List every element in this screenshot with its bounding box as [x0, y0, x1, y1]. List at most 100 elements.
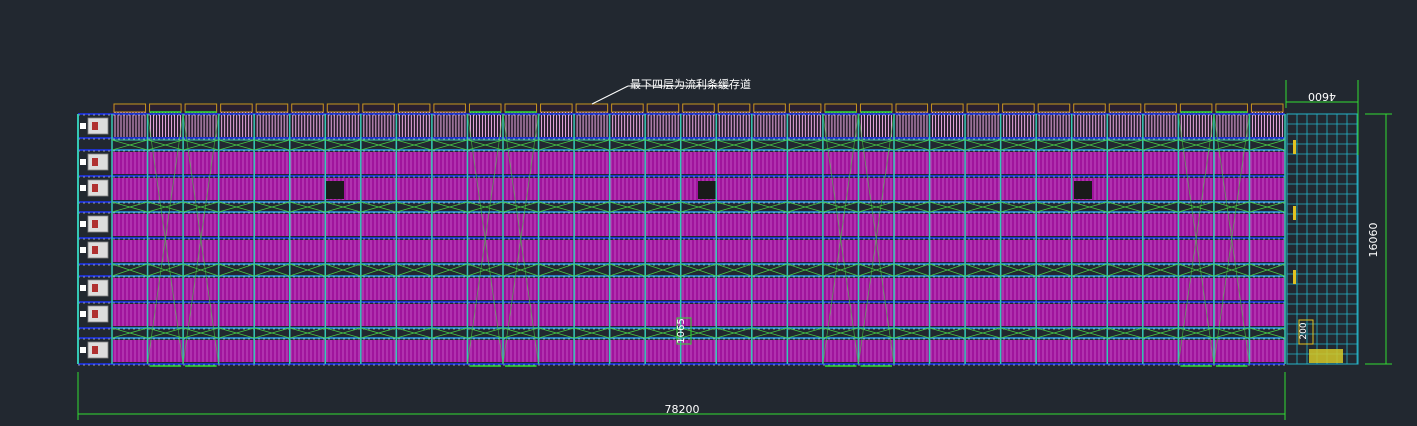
frame-brace	[218, 201, 255, 213]
dimension-lines	[77, 80, 1392, 420]
frame-brace	[680, 263, 717, 277]
loading-zone	[1309, 349, 1343, 363]
frame-brace	[502, 327, 539, 339]
frame-brace	[645, 139, 681, 151]
frame-brace	[964, 139, 1001, 151]
frame-brace	[396, 201, 433, 213]
aisle-width-dimension: 1065	[676, 318, 687, 343]
frame-brace	[1249, 263, 1286, 277]
section-width-dimension: 4600	[1308, 90, 1336, 103]
station-block	[80, 185, 86, 191]
frame-brace	[111, 263, 148, 277]
frame-brace	[467, 201, 504, 213]
rack-void	[698, 181, 716, 199]
frame-brace	[929, 201, 966, 213]
frame-brace	[182, 327, 219, 339]
frame-brace	[396, 327, 433, 339]
frame-brace	[680, 327, 717, 339]
frame-brace	[538, 327, 575, 339]
frame-brace	[893, 201, 930, 213]
station-indicator	[92, 346, 98, 354]
frame-brace	[111, 201, 148, 213]
station-block	[80, 347, 86, 353]
frame-brace	[787, 263, 824, 277]
frame-brace	[254, 263, 290, 277]
frame-brace	[182, 139, 219, 151]
flow-lane-annotation: 最下四层为流利条缓存道	[630, 77, 751, 91]
frame-brace	[325, 263, 361, 277]
frame-brace	[858, 327, 895, 339]
frame-brace	[360, 327, 397, 339]
frame-brace	[431, 327, 468, 339]
frame-brace	[929, 327, 966, 339]
frame-brace	[716, 139, 752, 151]
station-indicator	[92, 284, 98, 292]
frame-tie	[1248, 263, 1286, 277]
frame-brace	[751, 327, 788, 339]
frame-brace	[1107, 327, 1143, 339]
station-block	[80, 285, 86, 291]
frame-brace	[182, 201, 219, 213]
frame-brace	[573, 139, 610, 151]
frame-brace	[680, 201, 717, 213]
frame-brace	[1213, 263, 1250, 277]
frame-brace	[680, 139, 717, 151]
frame-tie	[1248, 139, 1286, 151]
bay-cross-brace	[1213, 113, 1250, 365]
frame-brace	[289, 263, 326, 277]
flow-lane	[112, 340, 1285, 362]
frame-brace	[396, 139, 433, 151]
frame-brace	[218, 327, 255, 339]
frame-brace	[1036, 327, 1072, 339]
frame-brace	[751, 139, 788, 151]
frame-brace	[787, 201, 824, 213]
frame-brace	[431, 139, 468, 151]
frame-brace	[964, 201, 1001, 213]
frame-brace	[182, 263, 219, 277]
frame-brace	[1213, 201, 1250, 213]
frame-brace	[325, 201, 361, 213]
grid-marker	[1293, 206, 1296, 220]
frame-brace	[325, 139, 361, 151]
frame-brace	[716, 327, 752, 339]
station-block	[80, 221, 86, 227]
frame-brace	[502, 139, 539, 151]
frame-brace	[645, 327, 681, 339]
station-indicator	[92, 122, 98, 130]
frame-brace	[645, 201, 681, 213]
frame-brace	[893, 139, 930, 151]
frame-brace	[609, 139, 646, 151]
top-roller-conveyor-row	[112, 103, 1285, 138]
frame-brace	[964, 263, 1001, 277]
cross-bracing-bays	[147, 111, 1250, 367]
frame-brace	[609, 263, 646, 277]
frame-brace	[147, 139, 184, 151]
bay-cross-brace	[858, 113, 895, 365]
station-indicator	[92, 246, 98, 254]
total-length-dimension: 78200	[665, 403, 700, 416]
frame-brace	[218, 139, 255, 151]
flow-lane	[112, 152, 1285, 174]
frame-brace	[147, 263, 184, 277]
frame-brace	[893, 263, 930, 277]
frame-brace	[1071, 139, 1108, 151]
frame-brace	[360, 139, 397, 151]
frame-brace	[609, 201, 646, 213]
frame-brace	[573, 327, 610, 339]
frame-brace	[1178, 263, 1215, 277]
frame-brace	[467, 327, 504, 339]
frame-brace	[1036, 263, 1072, 277]
frame-brace	[1142, 139, 1179, 151]
frame-brace	[822, 139, 859, 151]
frame-brace	[1142, 327, 1179, 339]
grid-marker	[1293, 140, 1296, 154]
frame-brace	[289, 201, 326, 213]
frame-brace	[431, 263, 468, 277]
station-block	[80, 247, 86, 253]
frame-brace	[1107, 139, 1143, 151]
frame-brace	[289, 139, 326, 151]
frame-brace	[1178, 201, 1215, 213]
frame-brace	[858, 263, 895, 277]
frame-brace	[325, 327, 361, 339]
